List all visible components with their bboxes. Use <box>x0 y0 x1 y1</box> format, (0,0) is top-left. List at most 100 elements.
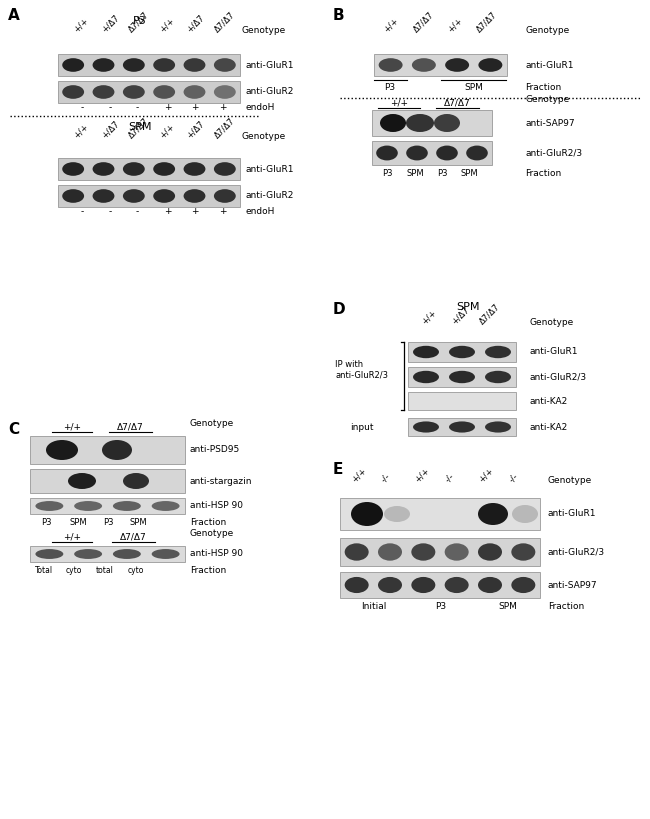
Text: anti-GluR1: anti-GluR1 <box>245 61 294 70</box>
Text: cyto: cyto <box>128 566 144 575</box>
Text: +: + <box>191 207 199 216</box>
Text: Genotype: Genotype <box>242 26 286 35</box>
Text: SPM: SPM <box>69 518 87 527</box>
Text: anti-GluR1: anti-GluR1 <box>548 509 597 518</box>
Ellipse shape <box>449 346 475 358</box>
Ellipse shape <box>183 162 205 176</box>
Bar <box>30 436 185 464</box>
Text: -/-: -/- <box>443 472 456 484</box>
Bar <box>340 498 540 530</box>
Text: +/+: +/+ <box>382 16 400 34</box>
Ellipse shape <box>62 85 84 99</box>
Text: anti-GluR1: anti-GluR1 <box>525 61 573 70</box>
Text: C: C <box>8 422 19 437</box>
Text: anti-GluR1: anti-GluR1 <box>245 165 294 174</box>
Text: Δ7/Δ7: Δ7/Δ7 <box>116 423 144 432</box>
Ellipse shape <box>92 85 114 99</box>
Text: Δ7/Δ7: Δ7/Δ7 <box>213 10 237 34</box>
Text: P3: P3 <box>384 83 396 92</box>
Bar <box>408 418 516 436</box>
Text: +/+: +/+ <box>350 466 368 484</box>
Text: +/+: +/+ <box>390 99 408 108</box>
Ellipse shape <box>379 58 402 72</box>
Text: anti-GluR2: anti-GluR2 <box>245 88 293 97</box>
Ellipse shape <box>485 346 511 358</box>
Text: Genotype: Genotype <box>190 419 234 428</box>
Ellipse shape <box>123 162 145 176</box>
Text: Δ7/Δ7: Δ7/Δ7 <box>127 115 151 140</box>
Ellipse shape <box>413 346 439 358</box>
Text: anti-GluR2/3: anti-GluR2/3 <box>525 148 582 157</box>
Text: anti-HSP 90: anti-HSP 90 <box>190 550 243 559</box>
Ellipse shape <box>445 577 469 593</box>
Ellipse shape <box>413 371 439 383</box>
Text: anti-stargazin: anti-stargazin <box>190 477 252 486</box>
Text: -: - <box>135 207 138 216</box>
Bar <box>372 110 492 136</box>
Ellipse shape <box>35 501 63 511</box>
Text: +/+: +/+ <box>446 16 464 34</box>
Ellipse shape <box>214 58 236 72</box>
Text: D: D <box>333 302 346 317</box>
Ellipse shape <box>92 58 114 72</box>
Text: Genotype: Genotype <box>242 132 286 141</box>
Ellipse shape <box>512 543 536 561</box>
Ellipse shape <box>113 501 141 511</box>
Text: -: - <box>109 207 112 216</box>
Text: anti-HSP 90: anti-HSP 90 <box>190 501 243 510</box>
Text: +/+: +/+ <box>158 16 176 34</box>
Ellipse shape <box>466 146 488 161</box>
Ellipse shape <box>512 505 538 523</box>
Text: IP with
anti-GluR2/3: IP with anti-GluR2/3 <box>335 360 388 380</box>
Ellipse shape <box>478 503 508 525</box>
Bar <box>408 367 516 387</box>
Ellipse shape <box>74 549 102 559</box>
Text: Genotype: Genotype <box>530 318 574 327</box>
Ellipse shape <box>380 114 406 132</box>
Text: +: + <box>164 103 172 112</box>
Text: Fraction: Fraction <box>190 566 226 575</box>
Ellipse shape <box>46 440 78 460</box>
Text: Genotype: Genotype <box>548 476 592 485</box>
Text: endoH: endoH <box>245 207 274 216</box>
Text: Total: Total <box>35 566 53 575</box>
Ellipse shape <box>351 502 383 526</box>
Text: P3: P3 <box>41 518 51 527</box>
Text: anti-GluR1: anti-GluR1 <box>530 347 578 356</box>
Bar <box>58 54 240 76</box>
Bar <box>340 538 540 566</box>
Text: +/+: +/+ <box>158 122 176 140</box>
Text: +: + <box>219 207 227 216</box>
Text: Δ7/Δ7: Δ7/Δ7 <box>478 302 502 326</box>
Ellipse shape <box>478 58 502 72</box>
Text: anti-KA2: anti-KA2 <box>530 396 568 405</box>
Ellipse shape <box>183 189 205 203</box>
Ellipse shape <box>449 371 475 383</box>
Ellipse shape <box>153 189 175 203</box>
Text: anti-SAP97: anti-SAP97 <box>548 581 597 590</box>
Bar <box>408 392 516 410</box>
Text: +/+: +/+ <box>72 16 90 34</box>
Text: +: + <box>164 207 172 216</box>
Text: E: E <box>333 462 343 477</box>
Text: +: + <box>219 103 227 112</box>
Ellipse shape <box>183 85 205 99</box>
Ellipse shape <box>123 58 145 72</box>
Text: Genotype: Genotype <box>525 26 569 35</box>
Ellipse shape <box>151 501 179 511</box>
Text: B: B <box>333 8 344 23</box>
Ellipse shape <box>485 371 511 383</box>
Ellipse shape <box>74 501 102 511</box>
Ellipse shape <box>406 146 428 161</box>
Text: Fraction: Fraction <box>548 602 584 611</box>
Text: anti-SAP97: anti-SAP97 <box>525 119 575 128</box>
Text: anti-PSD95: anti-PSD95 <box>190 446 240 455</box>
Ellipse shape <box>151 549 179 559</box>
Ellipse shape <box>445 543 469 561</box>
Text: Fraction: Fraction <box>525 169 561 178</box>
Text: P3: P3 <box>133 16 147 26</box>
Ellipse shape <box>92 162 114 176</box>
Text: -: - <box>81 207 84 216</box>
Ellipse shape <box>434 114 460 132</box>
Ellipse shape <box>214 85 236 99</box>
